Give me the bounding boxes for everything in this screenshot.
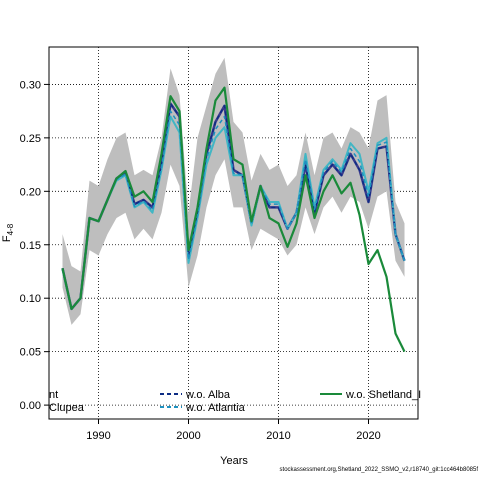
y-axis: 0.00 0.05 0.10 0.15 0.20 0.25 0.30: [20, 79, 49, 412]
y-tick-label: 0.10: [20, 293, 41, 305]
series-line-1: [61, 115, 406, 310]
y-tick-label: 0.00: [20, 400, 41, 412]
x-tick-label: 1990: [86, 430, 110, 442]
footer-source: stockassessment.org,Shetland_2022_SSMO_v…: [279, 467, 478, 473]
x-axis-title: Years: [220, 455, 248, 467]
series-line-4: [61, 86, 406, 353]
y-axis-title-sub: 4-8: [6, 223, 15, 235]
legend-label-col1: Clupea: [49, 402, 85, 414]
y-axis-title: F4-8: [1, 223, 15, 242]
y-axis-title-main: F: [1, 235, 13, 242]
plot-frame: [48, 46, 419, 420]
series-line-3: [61, 110, 406, 310]
x-tick-label: 2010: [266, 430, 290, 442]
y-tick-label: 0.25: [20, 133, 41, 145]
y-tick-label: 0.20: [20, 186, 41, 198]
legend-label: w.o. Atlantia: [185, 402, 246, 414]
x-tick-label: 2000: [176, 430, 200, 442]
confidence-band: [62, 57, 405, 325]
legend-label: w.o. Alba: [185, 389, 231, 401]
legend-label: w.o. Shetland_I: [345, 389, 421, 401]
y-tick-label: 0.15: [20, 240, 41, 252]
series-line-2: [61, 102, 406, 310]
y-tick-label: 0.30: [20, 79, 41, 91]
x-axis: 1990 2000 2010 2020: [86, 419, 381, 442]
series-lines: [61, 86, 406, 353]
confidence-band-area: [62, 57, 405, 325]
y-tick-label: 0.05: [20, 347, 41, 359]
legend-label-col1: nt: [49, 389, 58, 401]
x-tick-label: 2020: [356, 430, 380, 442]
